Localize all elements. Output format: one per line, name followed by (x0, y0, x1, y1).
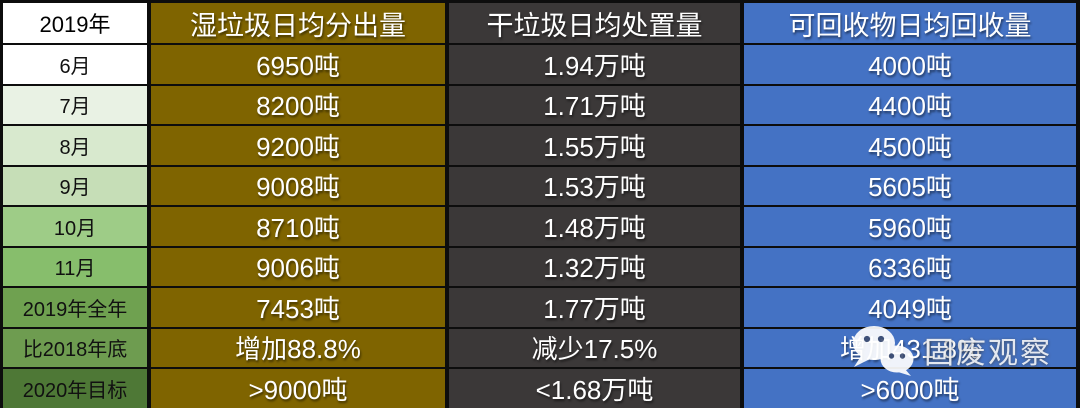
header-wet: 湿垃圾日均分出量 (151, 3, 445, 43)
header-recycle: 可回收物日均回收量 (744, 3, 1076, 43)
dry-value: 减少17.5% (449, 328, 740, 367)
header-year: 2019年 (3, 3, 147, 43)
recycle-value: 6336吨 (744, 247, 1076, 286)
row-label: 9月 (3, 166, 147, 205)
recycle-value: 4500吨 (744, 126, 1076, 165)
dry-value: 1.55万吨 (449, 126, 740, 165)
wet-value: 9200吨 (151, 126, 445, 165)
wet-value: 8710吨 (151, 207, 445, 246)
dry-value: <1.68万吨 (449, 369, 740, 408)
row-label: 10月 (3, 207, 147, 246)
recycle-value: 4049吨 (744, 288, 1076, 327)
recycle-value: 4400吨 (744, 85, 1076, 124)
row-label: 2020年目标 (3, 369, 147, 408)
dry-value: 1.53万吨 (449, 166, 740, 205)
dry-value: 1.71万吨 (449, 85, 740, 124)
wet-value: 7453吨 (151, 288, 445, 327)
wet-value: 6950吨 (151, 45, 445, 84)
row-label: 6月 (3, 45, 147, 84)
recycle-value: >6000吨 (744, 369, 1076, 408)
recycle-value: 5605吨 (744, 166, 1076, 205)
dry-value: 1.77万吨 (449, 288, 740, 327)
header-dry: 干垃圾日均处置量 (449, 3, 740, 43)
dry-value: 1.48万吨 (449, 207, 740, 246)
wet-value: 8200吨 (151, 85, 445, 124)
row-label: 8月 (3, 126, 147, 165)
row-label: 7月 (3, 85, 147, 124)
wet-value: >9000吨 (151, 369, 445, 408)
row-label: 比2018年底 (3, 328, 147, 367)
wet-value: 9008吨 (151, 166, 445, 205)
row-label: 11月 (3, 247, 147, 286)
recycle-value: 4000吨 (744, 45, 1076, 84)
row-label: 2019年全年 (3, 288, 147, 327)
wet-value: 增加88.8% (151, 328, 445, 367)
wet-value: 9006吨 (151, 247, 445, 286)
dry-value: 1.32万吨 (449, 247, 740, 286)
recycle-value: 5960吨 (744, 207, 1076, 246)
recycle-value: 增加431.8% (744, 328, 1076, 367)
dry-value: 1.94万吨 (449, 45, 740, 84)
